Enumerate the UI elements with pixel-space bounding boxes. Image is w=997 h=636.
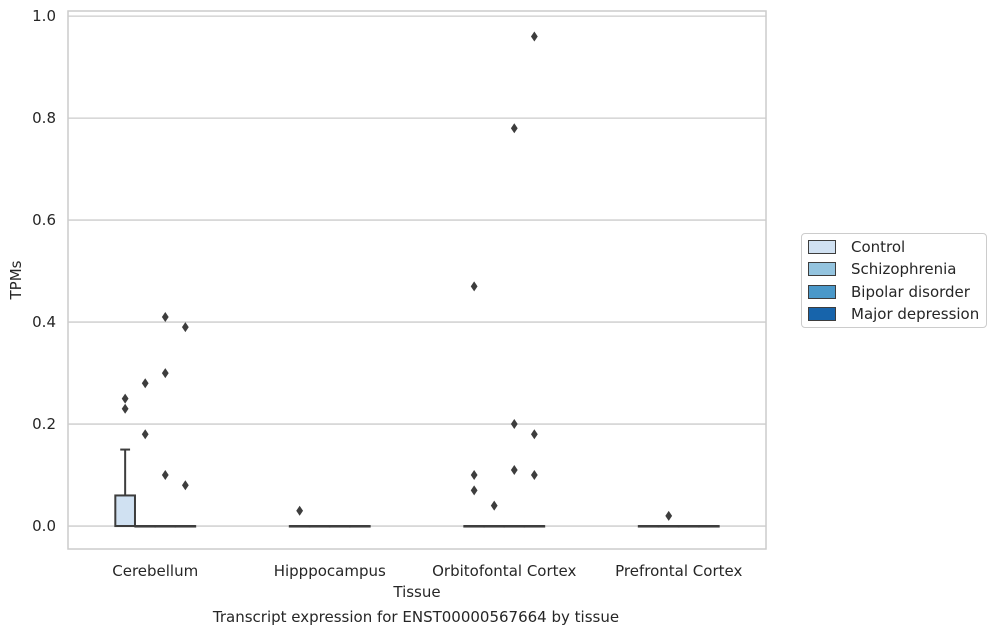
outlier-cerebellum-schizophrenia xyxy=(141,429,149,440)
chart-caption: Transcript expression for ENST0000056766… xyxy=(212,608,620,626)
legend-item-control: Control xyxy=(808,238,905,256)
legend: Control Schizophrenia Bipolar disorder M… xyxy=(801,233,987,328)
x-tick-label: Hipppocampus xyxy=(274,562,386,580)
y-tick-label: 0.4 xyxy=(32,313,56,331)
legend-label-schizophrenia: Schizophrenia xyxy=(851,260,957,278)
outlier-cerebellum-bipolar-disorder xyxy=(161,470,169,481)
outlier-cerebellum-bipolar-disorder xyxy=(161,368,169,379)
outlier-cerebellum-bipolar-disorder xyxy=(161,311,169,322)
x-tick-label: Prefrontal Cortex xyxy=(615,562,742,580)
outlier-orbitofontal-cortex-major-depression xyxy=(530,31,538,42)
y-tick-label: 0.6 xyxy=(32,211,56,229)
outlier-orbitofontal-cortex-major-depression xyxy=(530,429,538,440)
outlier-orbitofontal-cortex-bipolar-disorder xyxy=(510,123,518,134)
y-tick-label: 1.0 xyxy=(32,7,56,25)
outlier-orbitofontal-cortex-control xyxy=(470,281,478,292)
legend-label-major-depression: Major depression xyxy=(851,305,980,323)
outlier-orbitofontal-cortex-control xyxy=(470,470,478,481)
legend-item-schizophrenia: Schizophrenia xyxy=(808,260,956,278)
outlier-prefrontal-cortex-schizophrenia xyxy=(665,510,673,521)
x-tick-label: Cerebellum xyxy=(112,562,198,580)
legend-item-bipolar-disorder: Bipolar disorder xyxy=(808,283,970,301)
legend-label-control: Control xyxy=(851,238,906,256)
legend-swatch-bipolar-disorder xyxy=(808,285,836,299)
outlier-cerebellum-control xyxy=(121,403,129,414)
outlier-cerebellum-major-depression xyxy=(181,322,189,333)
outlier-cerebellum-control xyxy=(121,393,129,404)
boxes xyxy=(114,448,720,528)
y-axis-label: TPMs xyxy=(7,260,25,300)
legend-swatch-schizophrenia xyxy=(808,262,836,276)
outlier-orbitofontal-cortex-bipolar-disorder xyxy=(510,464,518,475)
gridlines xyxy=(68,15,766,527)
x-axis-label: Tissue xyxy=(392,583,440,601)
outlier-orbitofontal-cortex-bipolar-disorder xyxy=(510,419,518,430)
outlier-orbitofontal-cortex-schizophrenia xyxy=(490,500,498,511)
outliers xyxy=(121,31,673,521)
y-tick-label: 0.8 xyxy=(32,109,56,127)
y-tick-label: 0.2 xyxy=(32,415,56,433)
x-tick-label: Orbitofontal Cortex xyxy=(432,562,576,580)
legend-swatch-control xyxy=(808,240,836,254)
outlier-orbitofontal-cortex-control xyxy=(470,485,478,496)
box-cerebellum-control xyxy=(114,494,136,528)
outlier-orbitofontal-cortex-major-depression xyxy=(530,470,538,481)
y-tick-label: 0.0 xyxy=(32,517,56,535)
x-axis-ticks: Cerebellum Hipppocampus Orbitofontal Corte… xyxy=(112,562,742,580)
legend-label-bipolar-disorder: Bipolar disorder xyxy=(851,283,970,301)
legend-item-major-depression: Major depression xyxy=(808,305,979,323)
y-axis-ticks: 0.0 0.2 0.4 0.6 0.8 1.0 xyxy=(32,7,56,535)
outlier-cerebellum-major-depression xyxy=(181,480,189,491)
plot-frame xyxy=(67,10,767,550)
outlier-cerebellum-schizophrenia xyxy=(141,378,149,389)
outlier-hipppocampus-control xyxy=(296,505,304,516)
legend-swatch-major-depression xyxy=(808,307,836,321)
